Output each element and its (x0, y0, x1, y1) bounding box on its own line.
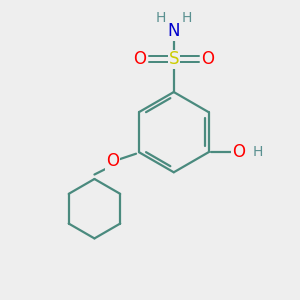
Text: S: S (169, 50, 179, 68)
Text: H: H (252, 145, 263, 159)
Text: H: H (155, 11, 166, 25)
Text: O: O (133, 50, 146, 68)
Text: O: O (232, 143, 245, 161)
Text: H: H (182, 11, 192, 25)
Text: O: O (106, 152, 119, 170)
Text: N: N (167, 22, 180, 40)
Text: O: O (202, 50, 214, 68)
